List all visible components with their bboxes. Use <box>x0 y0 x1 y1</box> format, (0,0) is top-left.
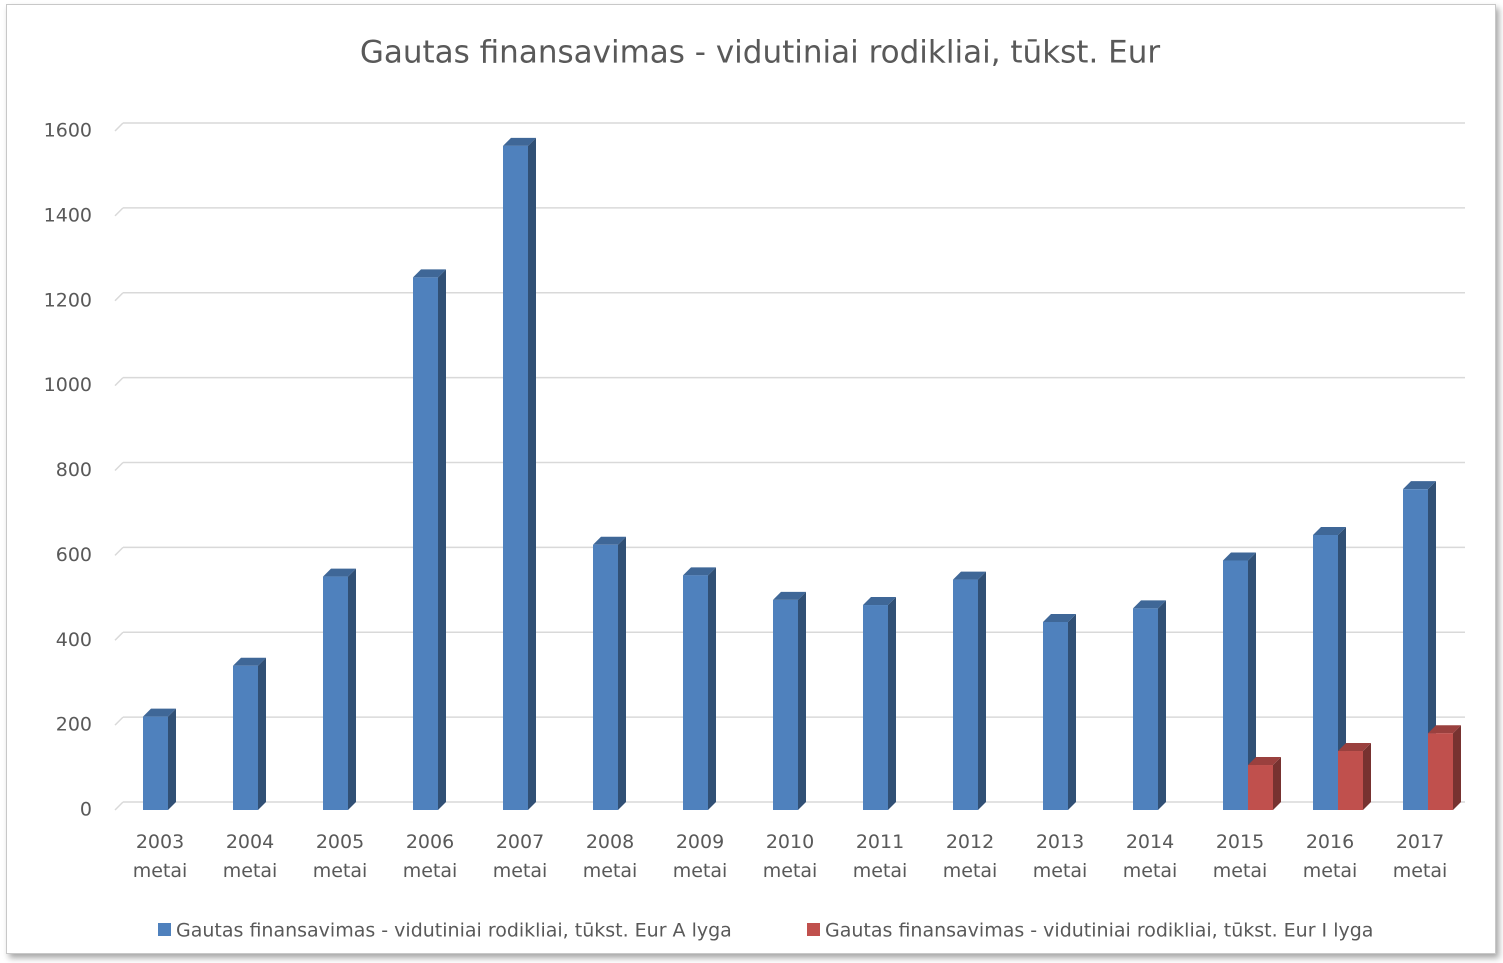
bar-side <box>618 536 626 810</box>
legend-label: Gautas finansavimas - vidutiniai rodikli… <box>825 920 1373 942</box>
grid-line-depth <box>114 631 124 641</box>
bar-top <box>1133 600 1166 609</box>
legend-label: Gautas finansavimas - vidutiniai rodikli… <box>176 920 732 942</box>
x-tick-label: 2014 metai <box>1122 831 1178 882</box>
x-tick-label: 2007 metai <box>492 831 548 882</box>
bar <box>323 576 348 810</box>
bar-side <box>168 708 176 810</box>
bar <box>503 145 528 810</box>
bar-top <box>863 597 896 606</box>
y-tick-label: 1600 <box>44 120 92 142</box>
bar-top <box>323 568 356 577</box>
bar-top <box>593 536 626 545</box>
bar-top <box>143 708 176 717</box>
y-tick-label: 1000 <box>44 374 92 396</box>
bar <box>1133 608 1158 810</box>
y-tick-label: 600 <box>56 544 92 566</box>
x-tick-label: 2003 metai <box>132 831 188 882</box>
y-tick-label: 1400 <box>44 204 92 226</box>
x-tick-label: 2015 metai <box>1212 831 1268 882</box>
bar-side <box>1068 614 1076 810</box>
bar <box>1313 535 1338 810</box>
bar-side <box>1273 757 1281 810</box>
x-tick-label: 2009 metai <box>672 831 728 882</box>
grid-line-depth <box>114 801 124 811</box>
bar-top <box>1043 614 1076 623</box>
y-tick-label: 400 <box>56 629 92 651</box>
bar-top <box>1248 757 1281 766</box>
grid-line-depth <box>114 292 124 302</box>
bar <box>1043 622 1068 810</box>
bar-side <box>1158 600 1166 810</box>
bar-side <box>1363 743 1371 810</box>
x-tick-label: 2016 metai <box>1302 831 1358 882</box>
y-tick-label: 800 <box>56 459 92 481</box>
y-tick-label: 200 <box>56 714 92 736</box>
bar <box>143 716 168 810</box>
bar <box>1428 733 1453 810</box>
bar-top <box>1338 743 1371 752</box>
grid-line-depth <box>114 122 124 132</box>
bar <box>683 575 708 810</box>
bar-top <box>1223 552 1256 561</box>
bar-top <box>1428 725 1461 734</box>
bar-top <box>233 657 266 666</box>
bar-top <box>1403 481 1436 490</box>
x-tick-label: 2008 metai <box>582 831 638 882</box>
bar <box>593 544 618 810</box>
grid-line-depth <box>114 461 124 472</box>
bar-side <box>708 567 716 810</box>
legend-swatch <box>158 923 171 936</box>
bar <box>1338 751 1363 810</box>
x-tick-label: 2011 metai <box>852 831 908 882</box>
bar-side <box>978 571 986 810</box>
grid-line-depth <box>114 716 124 726</box>
bar <box>863 605 888 810</box>
bar-top <box>683 567 716 576</box>
bar-side <box>888 597 896 810</box>
bar <box>233 665 258 810</box>
bar <box>413 277 438 810</box>
y-tick-label: 1200 <box>44 289 92 311</box>
x-tick-label: 2010 metai <box>762 831 818 882</box>
bar-side <box>258 657 266 810</box>
bar-top <box>503 137 536 146</box>
bar-top <box>773 591 806 600</box>
x-tick-label: 2017 metai <box>1392 831 1448 882</box>
bar <box>1403 489 1428 810</box>
x-tick-label: 2006 metai <box>402 831 458 882</box>
chart-title: Gautas finansavimas - vidutiniai rodikli… <box>360 35 1161 71</box>
grid-line-depth <box>114 546 124 556</box>
grid-line-depth <box>114 377 124 387</box>
y-tick-label: 0 <box>80 799 92 821</box>
bar-side <box>348 568 356 810</box>
bar <box>1248 765 1273 810</box>
legend-swatch <box>807 923 820 936</box>
bar-side <box>798 591 806 810</box>
bar-side <box>528 137 536 810</box>
bar-top <box>953 571 986 580</box>
x-tick-label: 2004 metai <box>222 831 278 882</box>
bar-side <box>438 269 446 810</box>
x-tick-label: 2012 metai <box>942 831 998 882</box>
x-tick-label: 2005 metai <box>312 831 368 882</box>
bar <box>953 579 978 810</box>
bar <box>773 599 798 810</box>
bar-top <box>413 269 446 278</box>
grid-line-depth <box>114 207 124 217</box>
bar-side <box>1453 725 1461 810</box>
x-tick-label: 2013 metai <box>1032 831 1088 882</box>
bar <box>1223 560 1248 810</box>
bar-side <box>1248 552 1256 810</box>
bar-top <box>1313 527 1346 536</box>
bar-side <box>1338 527 1346 810</box>
